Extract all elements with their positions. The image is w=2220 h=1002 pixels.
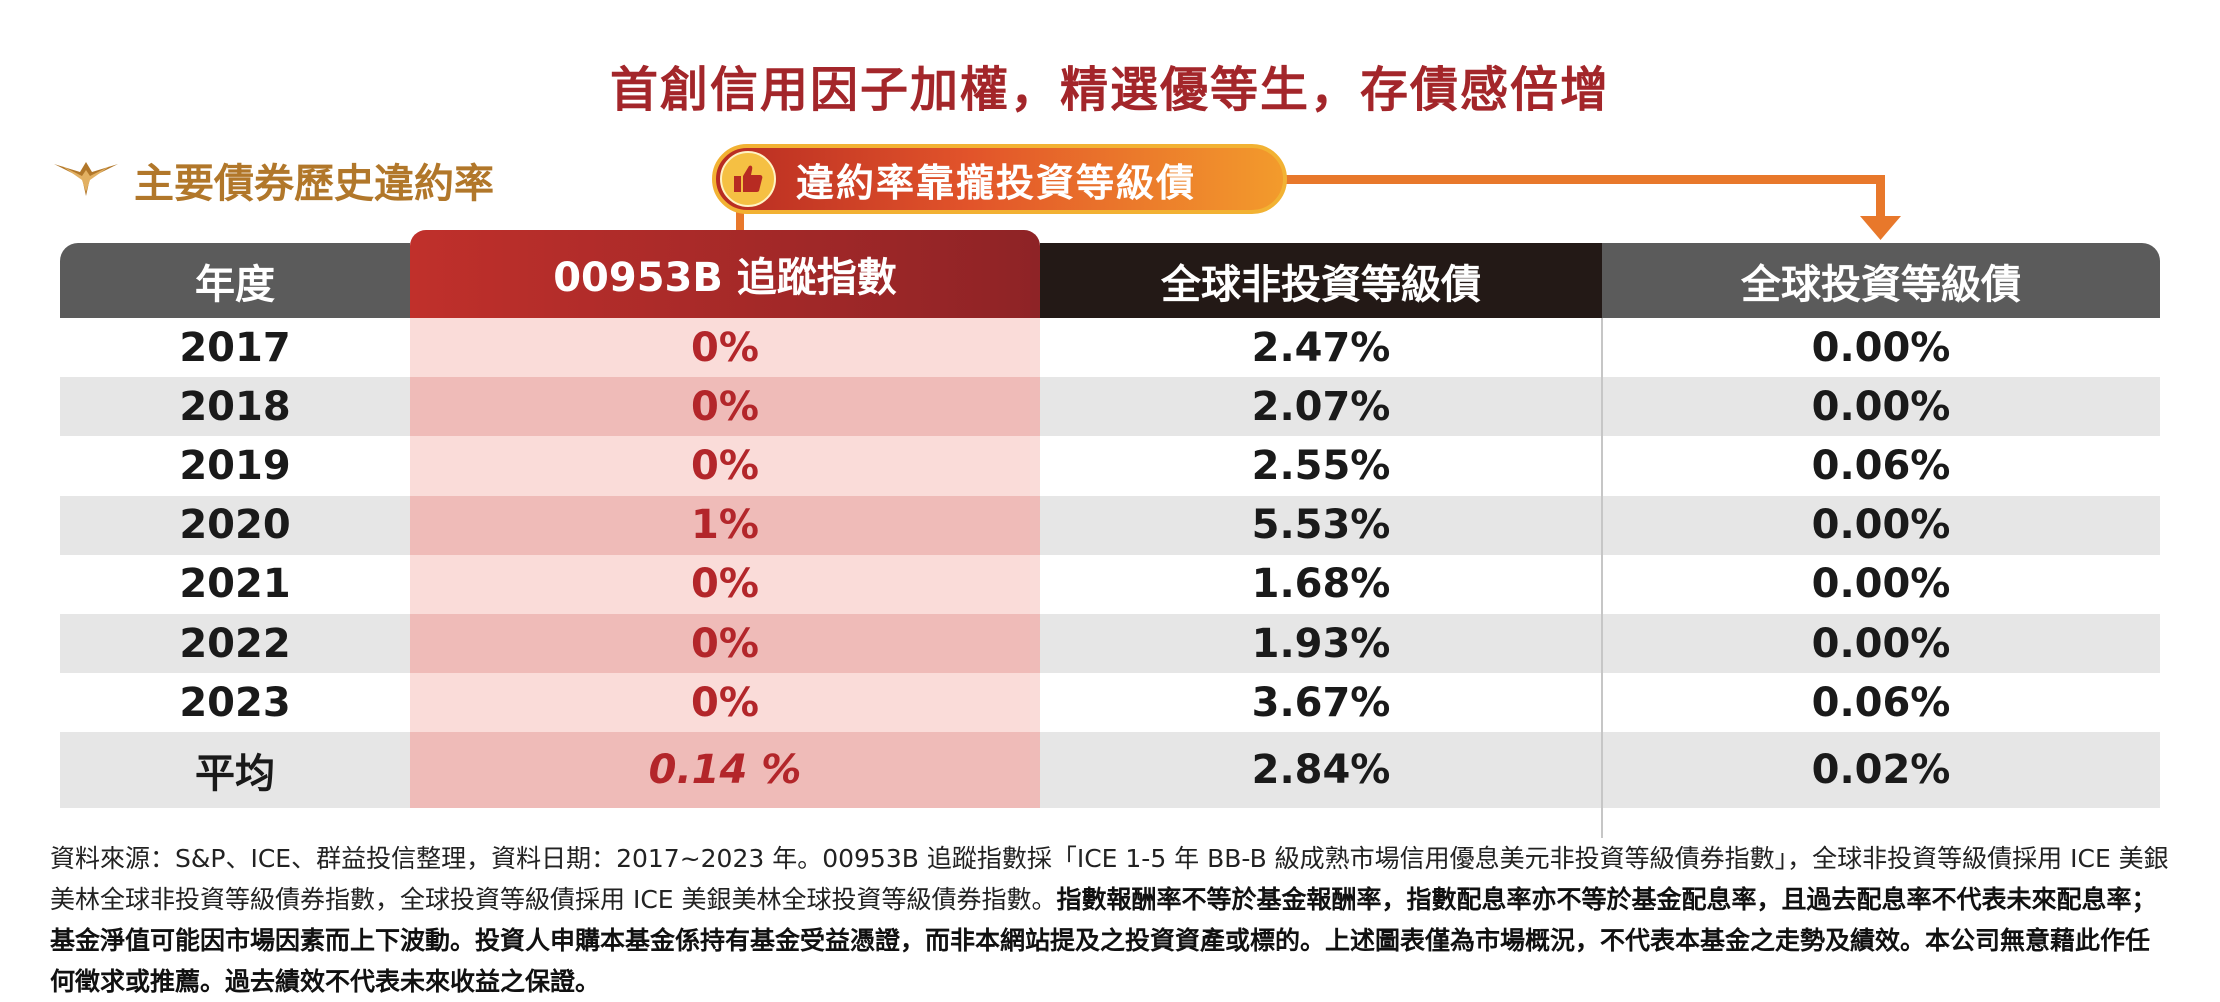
- table-index-cell: 0%: [691, 620, 759, 667]
- table-index-cell: 1%: [691, 502, 759, 549]
- wing-logo-icon: [54, 162, 118, 196]
- average-hy-cell: 2.84%: [1251, 747, 1391, 794]
- table-hy-cell: 3.67%: [1251, 679, 1391, 726]
- table-year-cell: 2021: [179, 561, 291, 608]
- average-year-cell: 平均: [195, 751, 275, 798]
- table-ig-cell: 0.00%: [1811, 561, 1951, 608]
- table-index-cell: 0%: [691, 324, 759, 371]
- index-column-highlight: [410, 318, 1040, 378]
- table-year-cell: 2019: [179, 442, 291, 489]
- table-year-cell: 2022: [179, 620, 291, 667]
- index-column-highlight: [410, 495, 1040, 555]
- callout-text: 違約率靠攏投資等級債: [796, 160, 1197, 205]
- arrow-down-icon: [1860, 216, 1901, 240]
- table-index-cell: 0%: [691, 383, 759, 430]
- table-ig-cell: 0.00%: [1811, 502, 1951, 549]
- table-hy-cell: 1.68%: [1251, 561, 1391, 608]
- header-year: 年度: [60, 243, 410, 318]
- header-high-yield: 全球非投資等級債: [1040, 243, 1602, 318]
- table-year-cell: 2017: [179, 324, 291, 371]
- table-ig-cell: 0.06%: [1811, 679, 1951, 726]
- index-column-highlight: [410, 614, 1040, 674]
- index-column-highlight: [410, 732, 1040, 809]
- callout-connector-left: [736, 212, 744, 246]
- column-divider: [1601, 318, 1603, 838]
- table-hy-cell: 2.07%: [1251, 383, 1391, 430]
- average-index-cell: 0.14 %: [648, 747, 802, 794]
- table-year-cell: 2020: [179, 502, 291, 549]
- callout-pill: 違約率靠攏投資等級債: [712, 144, 1287, 214]
- table-hy-cell: 1.93%: [1251, 620, 1391, 667]
- callout-connector-down: [1876, 175, 1885, 220]
- section-header: 主要債券歷史違約率: [52, 152, 494, 208]
- index-column-highlight: [410, 554, 1040, 614]
- table-hy-cell: 2.55%: [1251, 442, 1391, 489]
- thumbs-up-icon: [720, 151, 776, 207]
- table-hy-cell: 2.47%: [1251, 324, 1391, 371]
- callout-connector-right: [1284, 175, 1884, 184]
- page-title: 首創信用因子加權，精選優等生，存債感倍增: [609, 62, 1610, 118]
- table-ig-cell: 0.00%: [1811, 383, 1951, 430]
- footnote-disclaimer: 指數報酬率不等於基金報酬率，指數配息率亦不等於基金配息率，且過去配息率不代表未來…: [50, 885, 2157, 996]
- footnote-source: 資料來源：S&P、ICE、群益投信整理，資料日期：2017~2023 年。009…: [50, 844, 2169, 914]
- table-index-cell: 0%: [691, 679, 759, 726]
- table-ig-cell: 0.00%: [1811, 324, 1951, 371]
- table-index-cell: 0%: [691, 561, 759, 608]
- footnote: 資料來源：S&P、ICE、群益投信整理，資料日期：2017~2023 年。009…: [50, 838, 2170, 1002]
- header-investment-grade: 全球投資等級債: [1602, 243, 2160, 318]
- index-column-highlight: [410, 436, 1040, 496]
- header-index: 00953B 追蹤指數: [410, 230, 1040, 318]
- table-index-cell: 0%: [691, 442, 759, 489]
- table-year-cell: 2023: [179, 679, 291, 726]
- table-year-cell: 2018: [179, 383, 291, 430]
- section-title: 主要債券歷史違約率: [134, 161, 494, 207]
- index-column-highlight: [410, 673, 1040, 733]
- average-ig-cell: 0.02%: [1811, 747, 1951, 794]
- table-ig-cell: 0.06%: [1811, 442, 1951, 489]
- index-column-highlight: [410, 377, 1040, 437]
- table-hy-cell: 5.53%: [1251, 502, 1391, 549]
- table-ig-cell: 0.00%: [1811, 620, 1951, 667]
